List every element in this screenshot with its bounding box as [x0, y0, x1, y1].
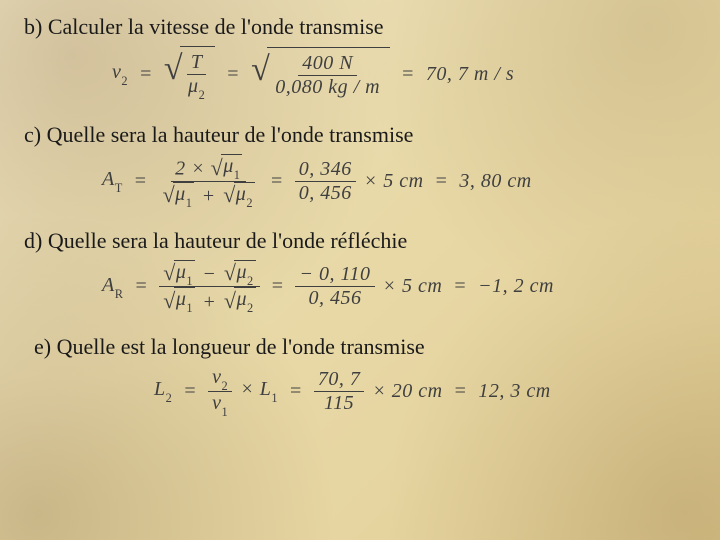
formula-c: AT = 2 × √μ1 √μ1 + √μ2 = 0, 346 0, 456 ×…: [102, 154, 696, 208]
question-d: d) Quelle sera la hauteur de l'onde réfl…: [24, 228, 696, 254]
times-L1: × L1: [240, 378, 278, 404]
exercise-page: b) Calculer la vitesse de l'onde transmi…: [0, 0, 720, 540]
times-5cm: × 5 cm: [364, 170, 424, 193]
equals-icon: =: [135, 275, 147, 298]
var-v2: v2: [112, 61, 128, 87]
equals-icon: =: [227, 63, 239, 86]
question-e: e) Quelle est la longueur de l'onde tran…: [34, 334, 696, 360]
sqrt-numeric: √ 400 N 0,080 kg / m: [251, 47, 390, 101]
var-AR: AR: [102, 274, 123, 300]
sqrt-T-over-mu: √ T μ2: [164, 46, 215, 102]
equals-icon: =: [402, 63, 414, 86]
equals-icon: =: [135, 170, 147, 193]
equals-icon: =: [184, 380, 196, 403]
frac-v-ratio: v2 v1: [208, 366, 232, 418]
frac-numeric-c: 0, 346 0, 456: [295, 158, 356, 205]
result-c: 3, 80 cm: [459, 170, 531, 193]
equals-icon: =: [290, 380, 302, 403]
equals-icon: =: [140, 63, 152, 86]
formula-d: AR = √μ1 − √μ2 √μ1 + √μ2 = − 0, 110 0, 4…: [102, 260, 696, 314]
equals-icon: =: [271, 170, 283, 193]
question-c: c) Quelle sera la hauteur de l'onde tran…: [24, 122, 696, 148]
block-b: b) Calculer la vitesse de l'onde transmi…: [24, 14, 696, 102]
result-b: 70, 7 m / s: [426, 63, 514, 86]
question-b: b) Calculer la vitesse de l'onde transmi…: [24, 14, 696, 40]
block-c: c) Quelle sera la hauteur de l'onde tran…: [24, 122, 696, 208]
frac-numeric-e: 70, 7 115: [314, 368, 365, 415]
formula-b: v2 = √ T μ2 = √ 400 N 0,080 kg / m: [112, 46, 696, 102]
var-AT: AT: [102, 168, 123, 194]
frac-symbolic-c: 2 × √μ1 √μ1 + √μ2: [159, 154, 259, 208]
equals-icon: =: [455, 380, 467, 403]
var-L2: L2: [154, 378, 172, 404]
times-20cm: × 20 cm: [372, 380, 442, 403]
result-d: −1, 2 cm: [478, 275, 554, 298]
times-5cm-d: × 5 cm: [383, 275, 443, 298]
equals-icon: =: [436, 170, 448, 193]
equals-icon: =: [272, 275, 284, 298]
result-e: 12, 3 cm: [478, 380, 550, 403]
frac-symbolic-d: √μ1 − √μ2 √μ1 + √μ2: [159, 260, 259, 314]
equals-icon: =: [454, 275, 466, 298]
block-d: d) Quelle sera la hauteur de l'onde réfl…: [24, 228, 696, 314]
frac-numeric-d: − 0, 110 0, 456: [295, 263, 374, 310]
formula-e: L2 = v2 v1 × L1 = 70, 7 115 × 20 cm = 12…: [154, 366, 696, 418]
block-e: e) Quelle est la longueur de l'onde tran…: [24, 334, 696, 418]
